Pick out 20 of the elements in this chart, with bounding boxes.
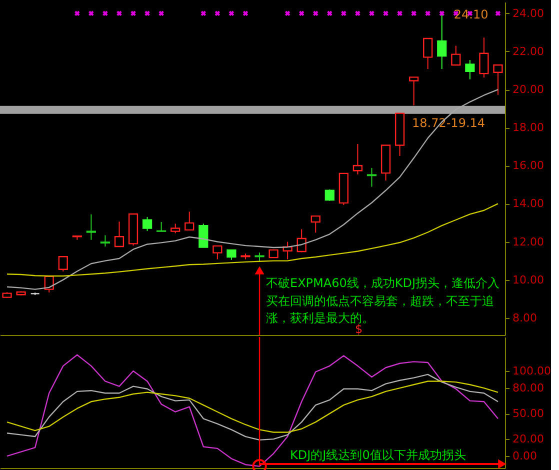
y-tick-label: 8.00 bbox=[512, 311, 537, 324]
y-tick-label: 14.00 bbox=[512, 197, 544, 210]
y-tick-label: 100.00 bbox=[512, 364, 551, 378]
y-tick-label: 18.00 bbox=[512, 121, 544, 134]
y-tick-label: 50.00 bbox=[512, 407, 544, 420]
y-tick-label: 12.00 bbox=[512, 235, 544, 248]
y-tick-label: 20.00 bbox=[512, 83, 544, 96]
annotation: 24.10 bbox=[454, 8, 488, 22]
annotation: 买在回调的低点不容易套，超跌，不至于追 bbox=[266, 294, 494, 308]
annotation: $ bbox=[355, 322, 363, 336]
y-tick-label: 22.00 bbox=[512, 44, 544, 58]
y-tick-label: 80.00 bbox=[512, 382, 544, 395]
y-tick-label: 24.00 bbox=[512, 6, 544, 20]
y-tick-label: 0.00 bbox=[512, 450, 537, 463]
annotation: 不破EXPMA60线，成功KDJ拐头，逢低介入 bbox=[266, 276, 500, 290]
y-tick-label: 16.00 bbox=[512, 159, 544, 172]
annotation: KDJ的J线达到0值以下并成功拐头 bbox=[290, 448, 466, 462]
annotation: 涨，获利是最大的。 bbox=[266, 311, 374, 325]
y-tick-label: 10.00 bbox=[512, 273, 544, 286]
y-tick-label: 20.00 bbox=[512, 432, 544, 446]
